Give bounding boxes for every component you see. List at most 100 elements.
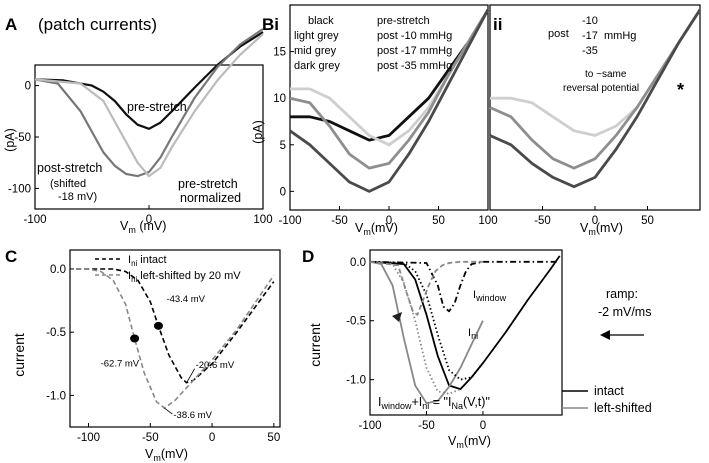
d-xtick-label: 0 <box>480 420 486 432</box>
bi-ytick-label: 0 <box>280 186 286 198</box>
c-xtick-label: -100 <box>77 432 100 444</box>
a-xtick-label: -100 <box>23 214 46 226</box>
d-legend-shifted: left-shifted <box>594 401 652 415</box>
a-series-line-2 <box>34 33 264 178</box>
c-annotation-leader-1 <box>164 407 173 415</box>
ii-series-line-1 <box>489 8 702 170</box>
c-series-line-0 <box>76 268 275 384</box>
panel-bii: ii -50 0 50 Vm(mV) post -10 -17 -35 mmHg t… <box>489 4 702 237</box>
panel-c-axes <box>69 249 281 428</box>
panel-d: D -100 -50 0 0.0 -0.5 -1.0 Vm(mV) current Iw… <box>302 247 652 450</box>
panel-c-series <box>76 268 275 409</box>
bi-legend-black-desc: pre-stretch <box>377 15 430 27</box>
bi-xtick-label: 100 <box>478 215 497 227</box>
panel-a-yticks: 0 -50 -100 <box>8 81 39 195</box>
c-annotation-label-1: -38.6 mV <box>173 410 212 421</box>
bi-legend-light: light grey <box>294 30 339 42</box>
a-xtick-label: 100 <box>253 214 272 226</box>
panel-c-points: -62.7 mV -43.4 mV -20.6 mV -38.6 mV <box>101 294 235 421</box>
bi-legend-dark-desc: post -35 mmHg <box>377 60 452 72</box>
ii-series-line-2 <box>489 8 702 189</box>
bii-legend-10: -10 <box>582 15 598 27</box>
c-point-0 <box>130 334 140 343</box>
a-label-prestretch-norm-2: normalized <box>180 191 241 205</box>
a-label-poststretch: post-stretch <box>37 161 102 175</box>
bii-legend-35: -35 <box>582 45 598 57</box>
bii-annotation-2: reversal potential <box>563 83 639 94</box>
c-ytick-label: -1.0 <box>46 390 66 402</box>
c-ytick-label: -0.5 <box>46 327 66 339</box>
bii-legend-17: -17 <box>582 30 598 42</box>
bi-ytick-label: 15 <box>273 47 286 59</box>
panel-a-xlabel: Vm (mV) <box>120 219 166 235</box>
panel-bii-xlabel: Vm(mV) <box>580 221 623 237</box>
d-window-arrow-icon <box>392 312 402 322</box>
panel-d-ylabel: current <box>307 323 323 367</box>
a-label-prestretch: pre-stretch <box>127 100 187 114</box>
c-ytick-label: 0.0 <box>50 264 66 276</box>
a-ytick-label: -100 <box>8 183 31 195</box>
panel-d-xticks: -100 -50 0 <box>358 411 486 432</box>
bi-ytick-label: 10 <box>273 93 286 105</box>
panel-d-axes <box>369 249 563 416</box>
panel-d-label: D <box>302 247 314 266</box>
panel-a-series <box>34 28 264 178</box>
d-ytick-label: -1.0 <box>346 375 366 387</box>
c-series-line-1 <box>76 268 275 409</box>
bi-series-line-2 <box>289 8 490 170</box>
a-label-prestretch-norm-1: pre-stretch <box>178 177 238 191</box>
panel-bi-series <box>289 8 490 193</box>
c-legend-intact: Ini intact <box>128 254 167 268</box>
panel-a-xticks: -100 0 100 <box>23 205 273 226</box>
bii-legend-unit: mmHg <box>604 30 636 42</box>
panel-bi: Bi -100 -50 0 50 100 0 5 10 15 Vm(mV) (pA) blac… <box>251 4 498 237</box>
d-label-ni: Ini <box>468 327 478 341</box>
c-point-label-1: -43.4 mV <box>166 294 205 305</box>
bii-asterisk: * <box>677 80 684 100</box>
panel-bi-xticks: -100 -50 0 50 100 <box>278 206 498 227</box>
panel-c-xticks: -100 -50 0 50 <box>77 423 280 444</box>
panel-c: C -100 -50 0 50 0.0-0.5-1.0 Vm(mV) current … <box>5 247 281 463</box>
panel-bi-xlabel: Vm(mV) <box>355 221 398 237</box>
panel-a-label: A <box>5 15 17 34</box>
c-legend-shifted: Ini left-shifted by 20 mV <box>128 270 241 284</box>
a-xtick-label: 0 <box>146 214 152 226</box>
bii-annotation-1: to ~same <box>585 69 627 80</box>
d-xtick-label: -50 <box>418 420 435 432</box>
d-formula: Iwindow+Ini = "INa(V,t)" <box>378 395 490 411</box>
d-xtick-label: -100 <box>358 420 381 432</box>
c-xtick-label: -50 <box>142 432 159 444</box>
bi-xtick-label: -50 <box>331 215 348 227</box>
bi-legend-black: black <box>308 15 334 27</box>
d-ramp-arrow-icon <box>600 330 610 340</box>
panel-d-yticks: 0.0 -0.5 -1.0 <box>346 257 374 387</box>
bi-xtick-label: -100 <box>278 215 301 227</box>
bi-series-line-3 <box>289 9 490 193</box>
c-point-label-0: -62.7 mV <box>101 359 140 370</box>
c-annotation-label-0: -20.6 mV <box>196 360 235 371</box>
c-point-1 <box>153 321 163 330</box>
bi-legend-light-desc: post -10 mmHg <box>377 30 452 42</box>
a-ytick-label: 0 <box>25 81 31 93</box>
a-label-shift-value: -18 mV) <box>58 191 97 203</box>
d-series-line-1 <box>369 260 484 405</box>
d-series-line-2 <box>369 260 484 381</box>
d-ytick-label: -0.5 <box>346 316 366 328</box>
a-ytick-label: -50 <box>14 132 31 144</box>
panel-bi-yticks: 0 5 10 15 <box>273 47 294 198</box>
bi-ytick-label: 5 <box>280 140 286 152</box>
bi-legend-mid: mid grey <box>294 45 337 57</box>
ii-xtick-label: 0 <box>592 215 598 227</box>
panel-a-title: (patch currents) <box>38 15 157 34</box>
c-xtick-label: 50 <box>267 432 280 444</box>
panel-c-yticks: 0.0 -0.5 -1.0 <box>46 264 74 402</box>
d-legend-intact: intact <box>594 384 624 398</box>
bii-legend-prefix: post <box>548 28 569 40</box>
panel-c-label: C <box>5 247 17 266</box>
d-series-line-4 <box>369 260 560 313</box>
bi-legend-mid-desc: post -17 mmHg <box>377 45 452 57</box>
ii-xtick-label: 50 <box>641 215 654 227</box>
bi-legend-dark: dark grey <box>294 60 340 72</box>
d-series-line-5 <box>369 260 483 316</box>
